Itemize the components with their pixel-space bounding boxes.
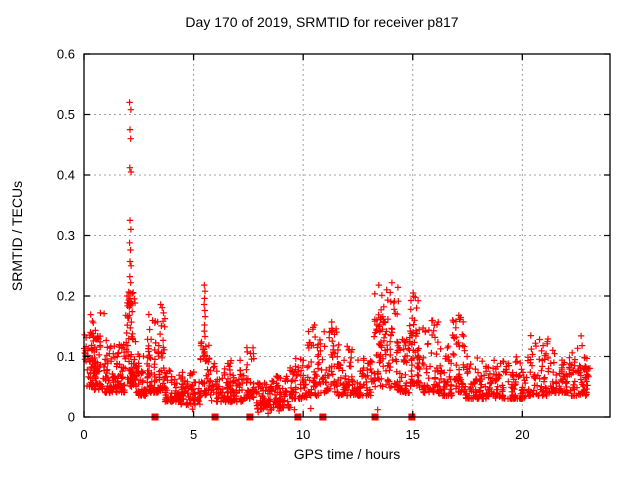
y-axis-label: SRMTID / TECUs: [9, 181, 25, 291]
tick-marks-path: [83, 53, 610, 418]
chart-title: Day 170 of 2019, SRMTID for receiver p81…: [185, 14, 458, 30]
y-tick-label: 0.6: [57, 47, 75, 62]
scatter-points: [80, 99, 594, 417]
y-tick-label: 0.2: [57, 289, 75, 304]
x-tick-label: 5: [190, 427, 197, 442]
y-tick-label: 0.5: [57, 107, 75, 122]
grid-path: [84, 54, 610, 417]
y-tick-label: 0: [68, 410, 75, 425]
y-tick-label: 0.1: [57, 349, 75, 364]
scatter-points-path: [80, 99, 594, 417]
tick-marks: [83, 53, 610, 418]
x-tick-label: 20: [515, 427, 529, 442]
y-tick-label: 0.3: [57, 228, 75, 243]
x-tick-label: 15: [406, 427, 420, 442]
tick-labels: 0 5 10 15 20 0 0.1 0.2 0.3 0.4 0.5 0.6: [57, 47, 530, 443]
gridlines: [84, 54, 610, 417]
x-tick-label: 10: [296, 427, 310, 442]
y-tick-label: 0.4: [57, 168, 75, 183]
x-tick-label: 0: [80, 427, 87, 442]
x-axis-label: GPS time / hours: [294, 446, 401, 462]
